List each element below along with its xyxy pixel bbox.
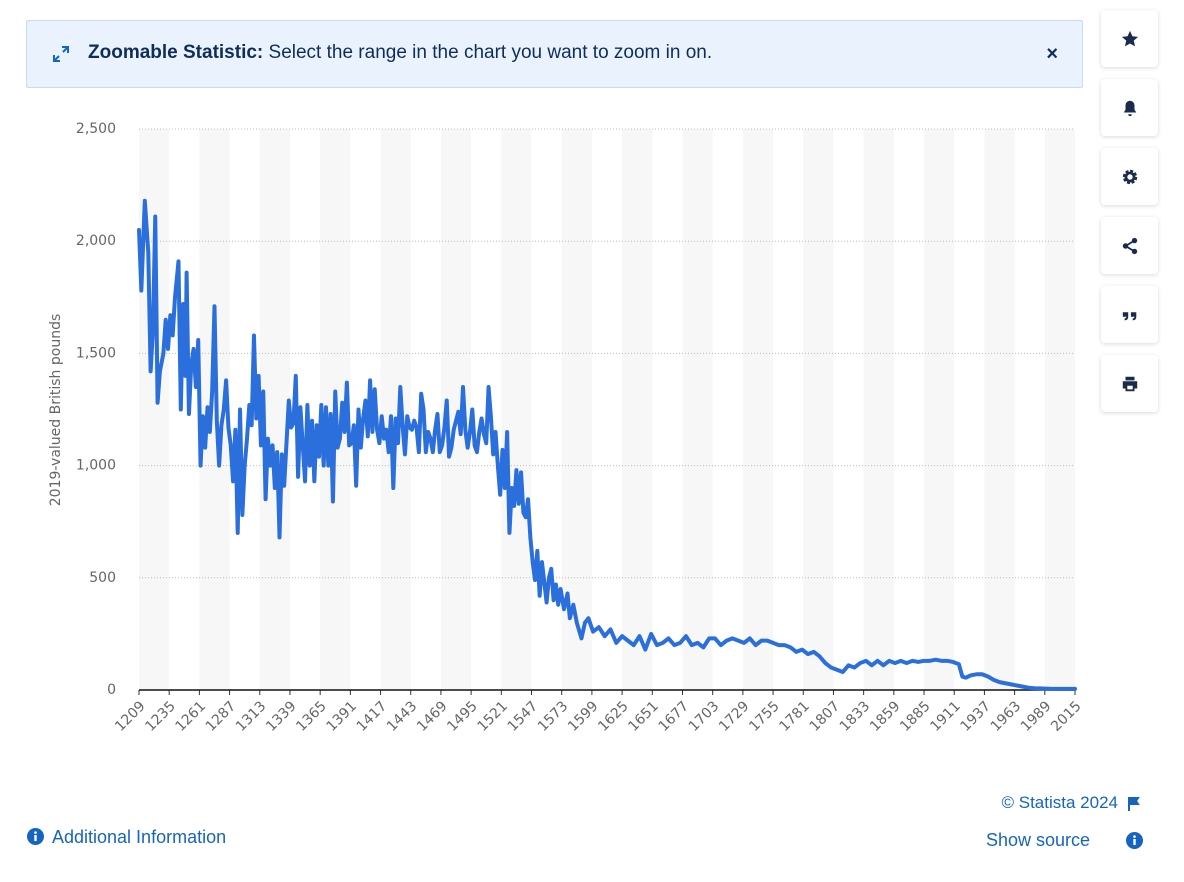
- x-tick-label: 1833: [837, 698, 874, 735]
- x-tick-label: 1599: [565, 698, 602, 735]
- chart: 2019-valued British pounds 1209123512611…: [48, 121, 1085, 735]
- additional-information[interactable]: Additional Information: [52, 827, 226, 848]
- expand-icon: [53, 46, 69, 62]
- x-tick-label: 1703: [686, 698, 723, 735]
- flag-icon: [1128, 797, 1140, 811]
- banner-text: Zoomable Statistic: Select the range in …: [88, 42, 712, 64]
- y-tick-label: 2,500: [76, 121, 116, 137]
- x-tick-label: 1989: [1018, 698, 1055, 735]
- band: [863, 129, 894, 690]
- band: [984, 129, 1015, 690]
- x-tick-label: 1859: [867, 698, 904, 735]
- x-tick-label: 1547: [505, 698, 542, 735]
- x-tick-label: 1911: [927, 698, 964, 735]
- x-tick-label: 2015: [1048, 698, 1085, 735]
- info-icon: [1126, 832, 1143, 849]
- show-source[interactable]: Show source: [986, 830, 1090, 851]
- close-button[interactable]: ×: [1046, 43, 1058, 65]
- x-tick-label: 1287: [203, 698, 240, 735]
- copyright-text: © Statista 2024: [1001, 793, 1119, 812]
- x-tick-label: 1495: [444, 698, 481, 735]
- x-tick-label: 1339: [263, 698, 300, 735]
- x-tick-label: 1885: [897, 698, 934, 735]
- banner-message: Select the range in the chart you want t…: [268, 42, 713, 63]
- x-tick-label: 1677: [656, 698, 693, 735]
- x-tick-label: 1651: [625, 698, 662, 735]
- y-tick-label: 2,000: [76, 233, 116, 249]
- x-tick-label: 1755: [746, 698, 783, 735]
- x-tick-label: 1807: [807, 698, 844, 735]
- y-tick-label: 1,000: [76, 458, 116, 474]
- x-tick-label: 1261: [173, 698, 210, 735]
- x-tick-label: 1391: [323, 698, 360, 735]
- band: [682, 129, 713, 690]
- x-tick-label: 1781: [776, 698, 813, 735]
- x-tick-label: 1209: [112, 698, 149, 735]
- x-tick-label: 1469: [414, 698, 451, 735]
- band: [380, 129, 411, 690]
- x-tick-label: 1443: [384, 698, 421, 735]
- data-line: [137, 198, 1077, 691]
- info-icon: [27, 828, 44, 845]
- band: [742, 129, 774, 690]
- band: [1044, 129, 1075, 690]
- share-button[interactable]: [1101, 217, 1158, 274]
- x-tick-label: 1521: [474, 698, 511, 735]
- y-tick-label: 500: [89, 570, 116, 586]
- copyright[interactable]: © Statista 2024: [1002, 793, 1119, 813]
- x-tick-label: 1365: [293, 698, 330, 735]
- band: [622, 129, 653, 690]
- band: [924, 129, 955, 690]
- cite-button[interactable]: [1101, 286, 1158, 343]
- x-tick-label: 1573: [535, 698, 572, 735]
- x-tick-label: 1313: [233, 698, 270, 735]
- notification-button[interactable]: [1101, 79, 1158, 136]
- band: [501, 129, 532, 690]
- additional-information-text: Additional Information: [52, 827, 227, 847]
- show-source-text: Show source: [985, 830, 1090, 850]
- x-tick-label: 1417: [354, 698, 391, 735]
- y-tick-label: 1,500: [76, 345, 116, 361]
- x-tick-label: 1963: [988, 698, 1025, 735]
- settings-button[interactable]: [1101, 148, 1158, 205]
- y-axis-label: 2019-valued British pounds: [48, 314, 64, 507]
- favorite-button[interactable]: [1101, 10, 1158, 67]
- x-tick-label: 1625: [595, 698, 632, 735]
- x-tick-label: 1729: [716, 698, 753, 735]
- print-button[interactable]: [1101, 355, 1158, 412]
- banner-title: Zoomable Statistic:: [88, 42, 264, 63]
- x-tick-label: 1937: [958, 698, 995, 735]
- zoom-banner: Zoomable Statistic: Select the range in …: [26, 20, 1083, 88]
- y-tick-label: 0: [107, 682, 116, 698]
- x-tick-label: 1235: [142, 698, 179, 735]
- band: [803, 129, 834, 690]
